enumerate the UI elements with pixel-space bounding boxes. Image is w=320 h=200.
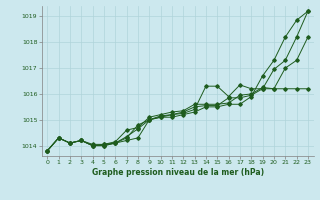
- X-axis label: Graphe pression niveau de la mer (hPa): Graphe pression niveau de la mer (hPa): [92, 168, 264, 177]
